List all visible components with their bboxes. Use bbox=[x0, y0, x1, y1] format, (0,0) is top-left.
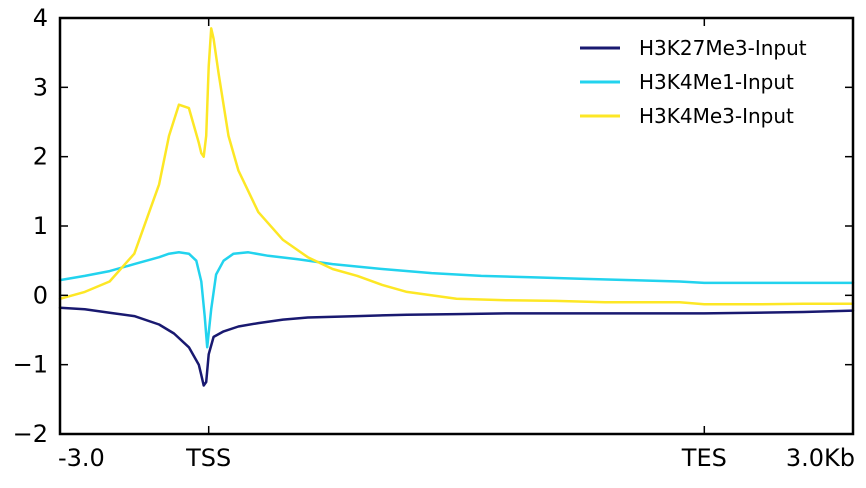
legend-label: H3K4Me3-Input bbox=[639, 104, 794, 128]
x-tick-label: 3.0Kb bbox=[786, 444, 855, 472]
series-lines bbox=[58, 27, 855, 387]
y-tick-label: 1 bbox=[33, 212, 48, 240]
legend-label: H3K27Me3-Input bbox=[639, 36, 807, 60]
x-tick-labels: -3.0 TSS TES 3.0Kb bbox=[58, 444, 855, 472]
y-tick-label: −2 bbox=[13, 420, 48, 448]
y-tick-label: −1 bbox=[13, 351, 48, 379]
y-tick-labels: 4 3 2 1 0 −1 −2 bbox=[13, 4, 48, 448]
legend: H3K27Me3-Input H3K4Me1-Input H3K4Me3-Input bbox=[580, 36, 807, 128]
axis-ticks bbox=[59, 17, 854, 435]
series-line-0 bbox=[58, 306, 855, 387]
x-tick-label: -3.0 bbox=[58, 444, 105, 472]
series-line-1 bbox=[58, 251, 855, 349]
series-line-2 bbox=[58, 27, 855, 306]
y-tick-label: 0 bbox=[33, 281, 48, 309]
x-tick-label: TSS bbox=[185, 444, 231, 472]
y-tick-label: 4 bbox=[33, 4, 48, 32]
y-tick-label: 2 bbox=[33, 143, 48, 171]
x-tick-label: TES bbox=[681, 444, 727, 472]
y-tick-label: 3 bbox=[33, 73, 48, 101]
legend-label: H3K4Me1-Input bbox=[639, 70, 794, 94]
